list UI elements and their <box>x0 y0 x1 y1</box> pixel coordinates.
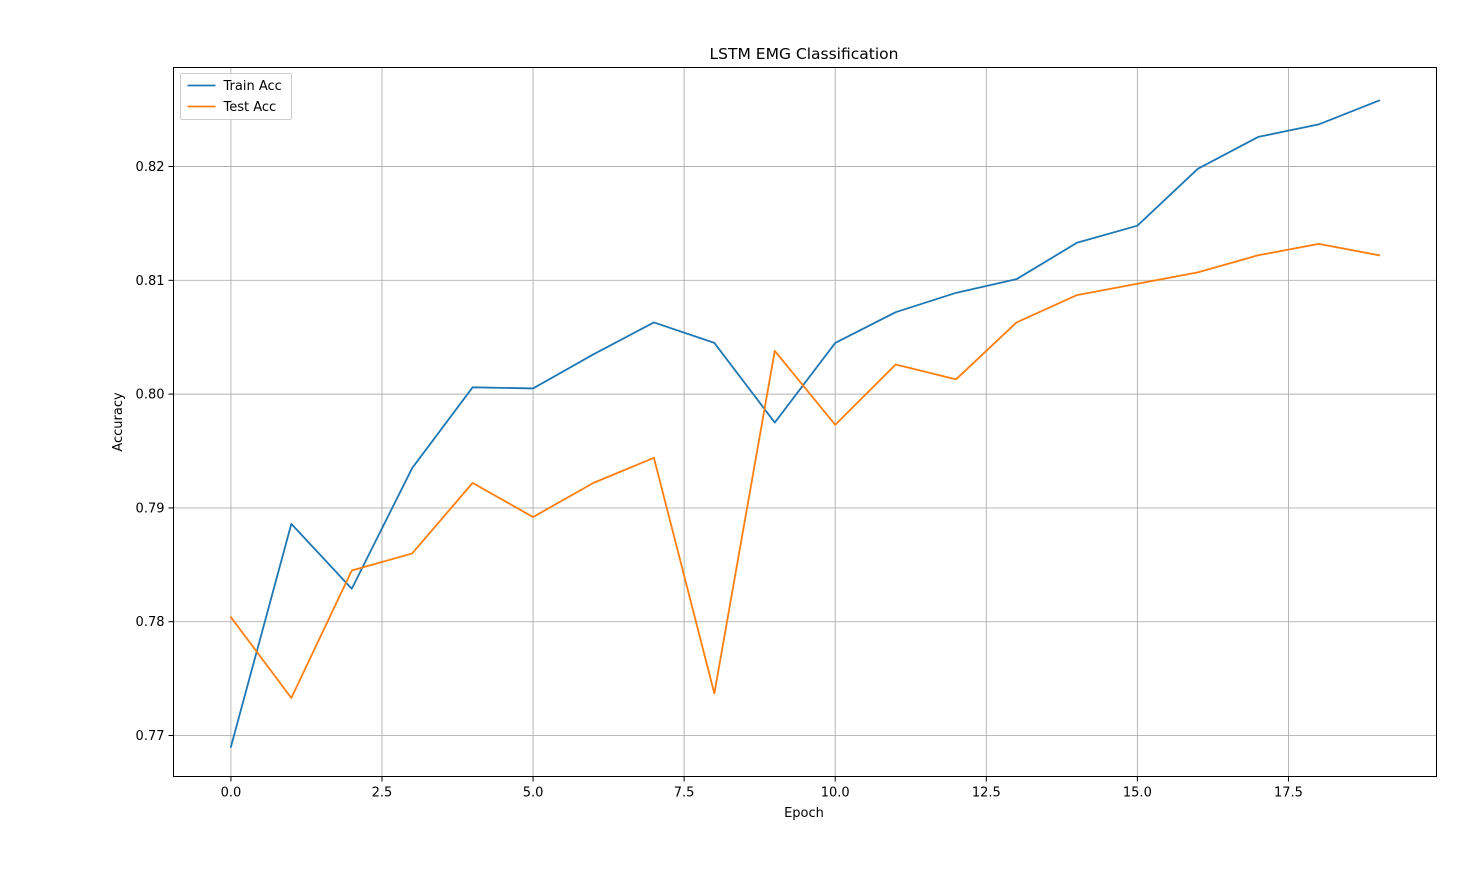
x-axis-ticks: 0.0 2.5 5.0 7.5 10.0 12.5 15.0 17.5 <box>221 776 1303 801</box>
y-axis-title: Accuracy <box>111 392 126 452</box>
x-tick-label: 10.0 <box>821 786 850 801</box>
x-tick-label: 17.5 <box>1274 786 1303 801</box>
x-tick-label: 2.5 <box>372 786 393 801</box>
y-tick-label: 0.81 <box>136 274 165 289</box>
x-tick-label: 5.0 <box>523 786 544 801</box>
y-tick-label: 0.77 <box>136 729 165 744</box>
y-tick-label: 0.80 <box>136 388 165 403</box>
chart-title: LSTM EMG Classification <box>710 45 899 63</box>
x-tick-label: 15.0 <box>1123 786 1152 801</box>
plot-frame <box>173 67 1437 777</box>
series-line-test-acc <box>229 242 1381 699</box>
grid <box>173 67 1437 777</box>
x-tick-label: 7.5 <box>674 786 695 801</box>
y-tick-label: 0.82 <box>136 160 165 175</box>
x-tick-label: 12.5 <box>972 786 1001 801</box>
y-tick-label: 0.79 <box>136 501 165 516</box>
x-axis-title: Epoch <box>784 806 824 821</box>
series-layer <box>229 99 1381 749</box>
x-tick-label: 0.0 <box>221 786 242 801</box>
y-tick-label: 0.78 <box>136 615 165 630</box>
legend: Train Acc Test Acc <box>180 73 292 120</box>
series-line-train-acc <box>229 99 1381 749</box>
legend-label-test-acc: Test Acc <box>223 100 277 115</box>
y-axis-ticks: 0.77 0.78 0.79 0.80 0.81 0.82 <box>136 160 174 744</box>
legend-label-train-acc: Train Acc <box>223 79 282 94</box>
